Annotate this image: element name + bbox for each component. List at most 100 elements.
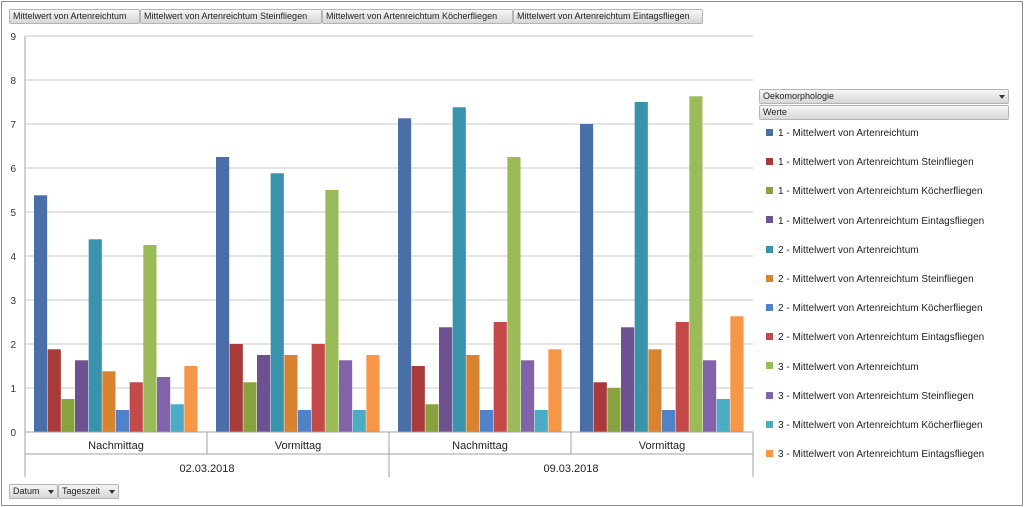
bar bbox=[689, 96, 703, 432]
bar bbox=[116, 410, 130, 432]
x-tick-label: Nachmittag bbox=[88, 440, 144, 452]
field-button-steinfliegen[interactable]: Mittelwert von Artenreichtum Steinfliege… bbox=[140, 9, 322, 24]
bar bbox=[548, 349, 562, 432]
legend-entry: 2 - Mittelwert von Artenreichtum Steinfl… bbox=[766, 273, 974, 287]
chevron-down-icon bbox=[109, 490, 115, 494]
legend-swatch bbox=[766, 420, 773, 428]
bar bbox=[170, 404, 184, 432]
bar bbox=[662, 410, 676, 432]
legend-entry: 3 - Mittelwert von Artenreichtum Eintags… bbox=[766, 448, 984, 462]
datum-dropdown[interactable]: Datum bbox=[9, 484, 58, 499]
bar bbox=[243, 382, 257, 432]
bar bbox=[143, 245, 157, 432]
bar bbox=[129, 382, 143, 432]
bar bbox=[102, 371, 116, 432]
bars bbox=[34, 96, 744, 432]
legend-entry: 1 - Mittelwert von Artenreichtum Eintags… bbox=[766, 215, 984, 229]
bar bbox=[257, 355, 271, 432]
x-tick-label: Nachmittag bbox=[452, 440, 508, 452]
legend-swatch bbox=[766, 274, 773, 282]
legend-swatch bbox=[766, 128, 773, 136]
legend-label: 3 - Mittelwert von Artenreichtum bbox=[778, 361, 919, 373]
y-tick-label: 9 bbox=[10, 32, 16, 43]
legend-label: 2 - Mittelwert von Artenreichtum Eintags… bbox=[778, 332, 985, 344]
legend-swatch bbox=[766, 362, 773, 370]
legend-entry: 3 - Mittelwert von Artenreichtum bbox=[766, 361, 919, 375]
legend-label: 1 - Mittelwert von Artenreichtum Köcherf… bbox=[778, 186, 983, 198]
bar bbox=[452, 107, 466, 432]
y-tick-label: 0 bbox=[10, 428, 16, 439]
chevron-down-icon bbox=[999, 95, 1005, 99]
y-tick-label: 2 bbox=[10, 340, 16, 351]
legend-label: 1 - Mittelwert von Artenreichtum Eintags… bbox=[778, 215, 985, 227]
y-tick-label: 6 bbox=[10, 164, 16, 175]
y-tick-label: 7 bbox=[10, 120, 16, 131]
legend-swatch bbox=[766, 304, 773, 312]
legend-swatch bbox=[766, 333, 773, 341]
bar bbox=[325, 190, 339, 432]
legend-label: 1 - Mittelwert von Artenreichtum bbox=[778, 128, 919, 139]
bar bbox=[480, 410, 494, 432]
bar bbox=[716, 399, 730, 432]
x-tick-label: Vormittag bbox=[639, 440, 685, 452]
datum-label: Datum bbox=[13, 486, 40, 496]
bar bbox=[425, 404, 439, 432]
legend-entry: 1 - Mittelwert von Artenreichtum Steinfl… bbox=[766, 156, 974, 170]
legend-entry: 2 - Mittelwert von Artenreichtum bbox=[766, 244, 919, 258]
values-field-button[interactable]: Werte bbox=[759, 105, 1009, 120]
bar bbox=[534, 410, 548, 432]
y-tick-label: 1 bbox=[10, 384, 16, 395]
y-axis-labels: 0 1 2 3 4 5 6 7 8 9 bbox=[10, 32, 16, 439]
bar bbox=[216, 157, 230, 432]
legend-entry: 2 - Mittelwert von Artenreichtum Köcherf… bbox=[766, 302, 983, 316]
legend-entry: 3 - Mittelwert von Artenreichtum Steinfl… bbox=[766, 390, 974, 404]
bar bbox=[398, 118, 412, 432]
x-axis: Nachmittag Vormittag Nachmittag Vormittag 02… bbox=[24, 36, 754, 477]
bar bbox=[284, 355, 298, 432]
y-tick-label: 4 bbox=[10, 252, 16, 263]
legend-field-dropdown[interactable]: Oekomorphologie bbox=[759, 89, 1009, 104]
bar bbox=[270, 173, 284, 432]
legend-label: 2 - Mittelwert von Artenreichtum Köcherf… bbox=[778, 303, 983, 315]
bar bbox=[229, 344, 243, 432]
y-tick-label: 8 bbox=[10, 76, 16, 87]
bar bbox=[621, 327, 635, 432]
bar bbox=[352, 410, 366, 432]
legend-label: 3 - Mittelwert von Artenreichtum Steinfl… bbox=[778, 390, 974, 402]
bar bbox=[648, 349, 662, 432]
bar bbox=[466, 355, 480, 432]
legend-swatch bbox=[766, 391, 773, 399]
field-button-koecherfliegen[interactable]: Mittelwert von Artenreichtum Köcherflieg… bbox=[322, 9, 513, 24]
tageszeit-label: Tageszeit bbox=[62, 486, 101, 496]
tageszeit-dropdown[interactable]: Tageszeit bbox=[58, 484, 119, 499]
bar bbox=[157, 377, 171, 432]
bar bbox=[339, 360, 353, 432]
bar bbox=[34, 195, 48, 432]
legend-field-label: Oekomorphologie bbox=[763, 91, 835, 101]
x-tick-label: Vormittag bbox=[275, 440, 321, 452]
legend-swatch bbox=[766, 245, 773, 253]
bar bbox=[580, 124, 594, 432]
field-button-eintagsfliegen[interactable]: Mittelwert von Artenreichtum Eintagsflie… bbox=[513, 9, 703, 24]
y-tick-label: 3 bbox=[10, 296, 16, 307]
chevron-down-icon bbox=[48, 490, 54, 494]
y-tick-label: 5 bbox=[10, 208, 16, 219]
bar bbox=[47, 349, 61, 432]
field-button-artenreichtum[interactable]: Mittelwert von Artenreichtum bbox=[9, 9, 140, 24]
bar bbox=[634, 102, 648, 432]
x-group-label: 09.03.2018 bbox=[543, 463, 598, 475]
bar bbox=[366, 355, 380, 432]
bar bbox=[311, 344, 325, 432]
legend-label: 3 - Mittelwert von Artenreichtum Eintags… bbox=[778, 449, 985, 461]
x-group-label: 02.03.2018 bbox=[179, 463, 234, 475]
bar bbox=[730, 316, 744, 432]
bar bbox=[675, 322, 689, 432]
legend-swatch bbox=[766, 187, 773, 195]
legend-swatch bbox=[766, 158, 773, 166]
bar bbox=[493, 322, 507, 432]
bar bbox=[607, 388, 621, 432]
bar bbox=[703, 360, 717, 432]
bar bbox=[411, 366, 425, 432]
legend-entry: 1 - Mittelwert von Artenreichtum Köcherf… bbox=[766, 185, 983, 199]
